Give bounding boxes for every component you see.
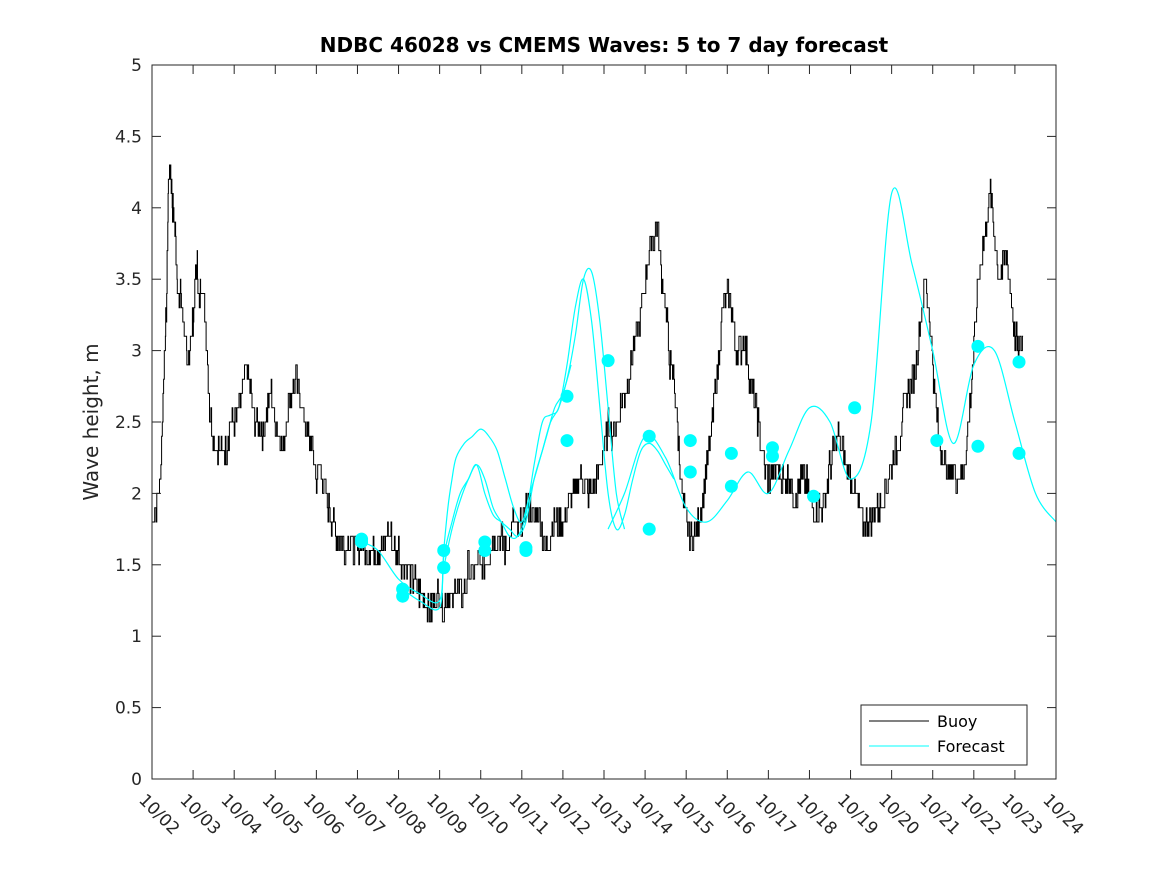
y-tick-label: 5 bbox=[131, 56, 142, 76]
y-axis: 0 0.5 1 1.5 2 2.5 3 3.5 4 4.5 5 bbox=[115, 56, 1056, 790]
forecast-marker bbox=[355, 532, 369, 546]
forecast-series bbox=[361, 187, 1057, 611]
forecast-markers bbox=[355, 339, 1026, 603]
y-axis-label: Wave height, m bbox=[79, 343, 103, 500]
x-tick-label: 10/20 bbox=[874, 790, 923, 839]
y-tick-label: 4.5 bbox=[115, 127, 142, 147]
legend: Buoy Forecast bbox=[860, 704, 1028, 766]
y-tick-label: 3.5 bbox=[115, 270, 142, 290]
forecast-marker bbox=[601, 354, 615, 368]
forecast-line bbox=[607, 187, 1057, 530]
forecast-marker bbox=[396, 589, 410, 603]
x-tick-label: 10/16 bbox=[710, 790, 759, 839]
forecast-marker bbox=[478, 535, 492, 549]
x-tick-label: 10/18 bbox=[792, 790, 841, 839]
forecast-marker bbox=[765, 449, 779, 463]
x-tick-label: 10/09 bbox=[422, 790, 471, 839]
x-tick-label: 10/24 bbox=[1038, 790, 1087, 839]
forecast-marker bbox=[437, 561, 451, 575]
x-tick-label: 10/10 bbox=[463, 790, 512, 839]
forecast-marker bbox=[971, 439, 985, 453]
x-tick-label: 10/08 bbox=[381, 790, 430, 839]
forecast-marker bbox=[560, 434, 574, 448]
x-tick-label: 10/19 bbox=[833, 790, 882, 839]
y-tick-label: 2 bbox=[131, 484, 142, 504]
x-tick-label: 10/14 bbox=[628, 790, 677, 839]
forecast-marker bbox=[683, 465, 697, 479]
x-tick-label: 10/21 bbox=[915, 790, 964, 839]
forecast-marker bbox=[560, 389, 574, 403]
y-tick-label: 4 bbox=[131, 199, 142, 219]
legend-box bbox=[860, 704, 1028, 766]
forecast-marker bbox=[437, 544, 451, 558]
x-tick-label: 10/13 bbox=[586, 790, 635, 839]
x-tick-label: 10/06 bbox=[299, 790, 348, 839]
x-tick-label: 10/05 bbox=[258, 790, 307, 839]
x-tick-label: 10/11 bbox=[504, 790, 553, 839]
x-tick-label: 10/22 bbox=[956, 790, 1005, 839]
x-tick-label: 10/12 bbox=[545, 790, 594, 839]
forecast-marker bbox=[642, 522, 656, 536]
forecast-marker bbox=[930, 434, 944, 448]
forecast-marker bbox=[724, 446, 738, 460]
forecast-marker bbox=[971, 339, 985, 353]
x-tick-label: 10/02 bbox=[134, 790, 183, 839]
y-tick-label: 1.5 bbox=[115, 556, 142, 576]
x-tick-label: 10/17 bbox=[751, 790, 800, 839]
y-tick-label: 0 bbox=[131, 770, 142, 790]
x-tick-label: 10/23 bbox=[997, 790, 1046, 839]
forecast-marker bbox=[848, 401, 862, 415]
forecast-line bbox=[443, 278, 675, 568]
legend-forecast-label: Forecast bbox=[937, 737, 1005, 756]
forecast-marker bbox=[519, 541, 533, 555]
x-tick-label: 10/07 bbox=[340, 790, 389, 839]
y-tick-label: 3 bbox=[131, 342, 142, 362]
forecast-marker bbox=[807, 489, 821, 503]
forecast-marker bbox=[683, 434, 697, 448]
x-tick-label: 10/04 bbox=[217, 790, 266, 839]
forecast-marker bbox=[724, 479, 738, 493]
y-tick-label: 0.5 bbox=[115, 699, 142, 719]
plot-background bbox=[152, 65, 1056, 779]
x-tick-label: 10/15 bbox=[669, 790, 718, 839]
forecast-marker bbox=[642, 429, 656, 443]
forecast-marker bbox=[1012, 446, 1026, 460]
y-tick-label: 1 bbox=[131, 627, 142, 647]
forecast-line bbox=[402, 267, 626, 611]
forecast-marker bbox=[1012, 355, 1026, 369]
buoy-series bbox=[152, 164, 1024, 623]
legend-buoy-label: Buoy bbox=[937, 712, 977, 731]
x-tick-label: 10/03 bbox=[176, 790, 225, 839]
buoy-line bbox=[152, 164, 1024, 623]
chart-title: NDBC 46028 vs CMEMS Waves: 5 to 7 day fo… bbox=[320, 33, 889, 57]
y-tick-label: 2.5 bbox=[115, 413, 142, 433]
